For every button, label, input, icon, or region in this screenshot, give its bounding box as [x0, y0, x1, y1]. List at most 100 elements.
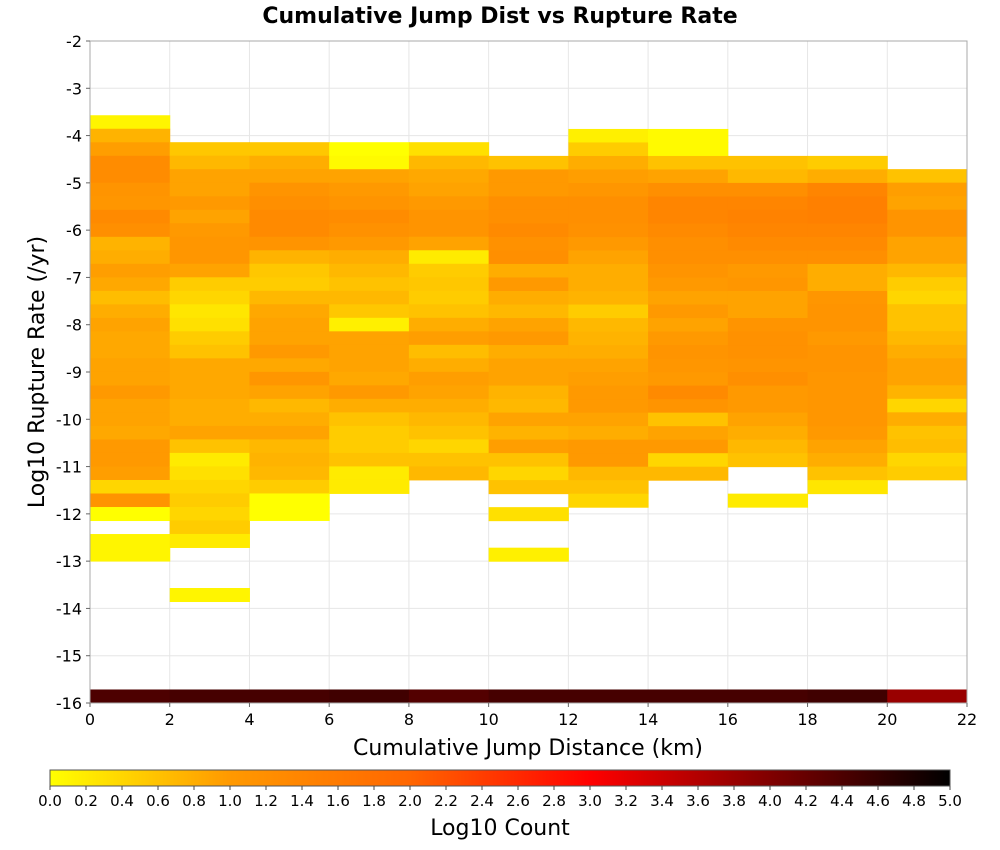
heatmap-cell — [249, 452, 330, 467]
heatmap-cell — [249, 290, 330, 305]
heatmap-cell — [90, 507, 171, 522]
heatmap-cell — [648, 439, 729, 454]
heatmap-cell — [727, 304, 809, 319]
heatmap-cell — [727, 331, 809, 346]
heatmap-cell — [90, 169, 171, 184]
colorbar-tick-label: 5.0 — [938, 792, 962, 810]
heatmap-cell — [249, 344, 330, 359]
heatmap-cell — [568, 689, 649, 703]
heatmap-cell — [488, 439, 569, 454]
heatmap-cell — [488, 223, 569, 238]
heatmap-cell — [887, 304, 968, 319]
heatmap-cell — [90, 331, 171, 346]
colorbar-tick-label: 4.6 — [866, 792, 890, 810]
heatmap-cell — [887, 196, 968, 211]
heatmap-cell — [648, 237, 729, 252]
y-tick-label: -14 — [56, 599, 82, 618]
heatmap-cell — [488, 412, 569, 427]
heatmap-cell — [807, 209, 888, 224]
heatmap-cell — [249, 466, 330, 481]
heatmap-cell — [329, 689, 410, 703]
heatmap-cell — [488, 466, 569, 481]
heatmap-cell — [807, 480, 888, 495]
heatmap-cell — [568, 210, 649, 225]
x-axis-label: Cumulative Jump Distance (km) — [353, 736, 703, 761]
y-tick-label: -7 — [66, 268, 82, 287]
heatmap-cell — [169, 277, 250, 292]
heatmap-cell — [887, 385, 968, 400]
heatmap-cell — [488, 358, 569, 373]
heatmap-cell — [887, 439, 968, 454]
heatmap-cell — [169, 520, 250, 535]
heatmap-cell — [727, 318, 809, 333]
heatmap-cell — [648, 426, 729, 441]
heatmap-cell — [807, 155, 888, 170]
heatmap-cell — [568, 399, 649, 414]
heatmap-cell — [727, 169, 809, 184]
heatmap-cell — [408, 385, 490, 400]
heatmap-cell — [727, 426, 809, 441]
heatmap-cell — [488, 155, 569, 170]
heatmap-cell — [648, 291, 729, 306]
heatmap-cell — [807, 689, 888, 703]
heatmap-cell — [169, 209, 250, 224]
y-tick-label: -8 — [66, 316, 82, 335]
heatmap-cell — [727, 412, 809, 427]
heatmap-cell — [648, 466, 729, 481]
heatmap-cell — [329, 425, 410, 440]
heatmap-cell — [648, 331, 729, 346]
heatmap-cell — [329, 358, 410, 373]
heatmap-cell — [249, 155, 330, 170]
heatmap-cell — [90, 358, 171, 373]
heatmap-cell — [648, 399, 729, 414]
heatmap-cell — [648, 689, 729, 703]
heatmap-cell — [648, 169, 729, 184]
heatmap-cell — [488, 169, 569, 184]
heatmap-cell — [887, 169, 968, 184]
heatmap-cell — [249, 250, 330, 265]
y-tick-label: -9 — [66, 363, 82, 382]
heatmap-cell — [568, 493, 649, 508]
heatmap-cell — [249, 277, 330, 292]
heatmap-cell — [887, 182, 968, 197]
x-tick-label: 20 — [877, 710, 897, 729]
x-tick-label: 18 — [797, 710, 817, 729]
heatmap-cell — [727, 358, 809, 373]
colorbar-tick-label: 4.8 — [902, 792, 926, 810]
heatmap-cell — [648, 196, 729, 211]
heatmap-cell — [408, 209, 490, 224]
heatmap-cell — [568, 142, 649, 157]
heatmap-cell — [807, 439, 888, 454]
colorbar-tick-label: 3.8 — [722, 792, 746, 810]
heatmap-cell — [329, 385, 410, 400]
heatmap-cell — [887, 209, 968, 224]
heatmap-cell — [807, 223, 888, 238]
heatmap-cell — [249, 236, 330, 251]
heatmap-cell — [727, 263, 809, 278]
heatmap-cell — [648, 304, 729, 319]
heatmap-cell — [648, 318, 729, 333]
y-axis-ticks: -2 -3 -4 -5 -6 -7 -8 -9 -10 -11 -12 -13 -14 -15 -16 — [56, 32, 90, 713]
heatmap-cell — [329, 290, 410, 305]
y-tick-label: -12 — [56, 505, 82, 524]
heatmap-cell — [887, 277, 968, 292]
heatmap-cell — [568, 439, 649, 454]
heatmap-cell — [249, 304, 330, 319]
x-tick-label: 22 — [957, 710, 977, 729]
heatmap-cell — [169, 412, 250, 427]
heatmap-cell — [887, 250, 968, 265]
y-axis-label: Log10 Rupture Rate (/yr) — [25, 236, 50, 508]
heatmap-cell — [568, 480, 649, 495]
heatmap-cell — [807, 453, 888, 468]
heatmap-cell — [807, 385, 888, 400]
heatmap-cell — [169, 317, 250, 332]
heatmap-cell — [169, 398, 250, 413]
heatmap-cell — [648, 412, 729, 427]
heatmap-cell — [90, 344, 171, 359]
heatmap-cell — [727, 236, 809, 251]
heatmap-cell — [408, 236, 490, 251]
heatmap-cell — [568, 250, 649, 265]
heatmap-cell — [249, 425, 330, 440]
colorbar-tick-label: 0.6 — [146, 792, 170, 810]
